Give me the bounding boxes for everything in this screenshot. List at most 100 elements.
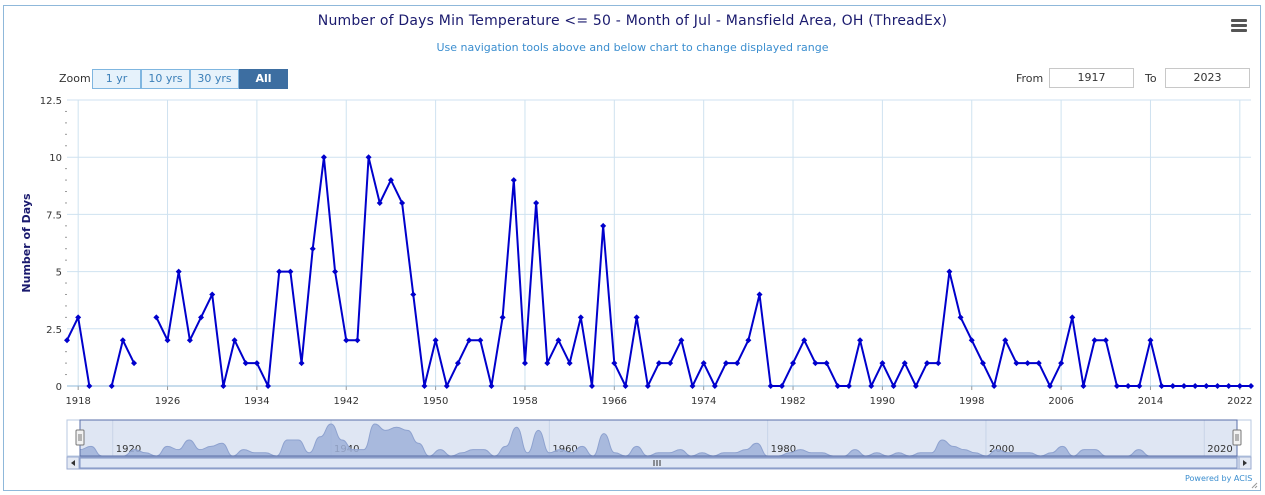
scrollbar-right-arrow-button[interactable] bbox=[1238, 456, 1252, 470]
data-point-marker bbox=[1203, 383, 1210, 389]
data-point-marker bbox=[108, 383, 115, 389]
data-point-marker bbox=[667, 360, 674, 367]
from-date-input[interactable]: 1917 bbox=[1049, 68, 1134, 88]
data-point-marker bbox=[767, 383, 774, 389]
data-point-marker bbox=[555, 337, 562, 344]
x-tick-label: 1950 bbox=[423, 396, 448, 407]
scrollbar-thumb[interactable] bbox=[79, 457, 1238, 469]
data-point-marker bbox=[912, 383, 919, 389]
x-tick-label: 1998 bbox=[959, 396, 984, 407]
zoom-label: Zoom bbox=[59, 72, 91, 85]
data-point-marker bbox=[1158, 383, 1165, 389]
data-point-marker bbox=[834, 383, 841, 389]
data-point-marker bbox=[924, 360, 931, 367]
data-point-marker bbox=[1147, 337, 1154, 344]
y-tick-label: 10 bbox=[49, 153, 62, 164]
data-point-marker bbox=[119, 337, 126, 344]
navigator-tick-label: 1920 bbox=[116, 444, 141, 455]
data-point-marker bbox=[1013, 360, 1020, 367]
data-point-marker bbox=[588, 383, 595, 389]
data-point-marker bbox=[689, 383, 696, 389]
data-point-marker bbox=[723, 360, 730, 367]
to-date-input[interactable]: 2023 bbox=[1165, 68, 1250, 88]
data-point-marker bbox=[901, 360, 908, 367]
data-point-marker bbox=[298, 360, 305, 367]
chart-subtitle: Use navigation tools above and below cha… bbox=[436, 41, 829, 54]
x-tick-label: 1926 bbox=[155, 396, 180, 407]
data-point-marker bbox=[533, 199, 540, 206]
y-tick-label: 5 bbox=[56, 268, 62, 279]
data-point-marker bbox=[1080, 383, 1087, 389]
data-point-marker bbox=[890, 383, 897, 389]
x-tick-label: 2006 bbox=[1048, 396, 1073, 407]
data-point-marker bbox=[1058, 360, 1065, 367]
data-point-marker bbox=[1125, 383, 1132, 389]
handle-body bbox=[75, 429, 85, 446]
navigator-right-handle[interactable] bbox=[1232, 429, 1242, 446]
x-tick-label: 1982 bbox=[780, 396, 805, 407]
y-axis-title: Number of Days bbox=[20, 193, 33, 293]
data-point-marker bbox=[734, 360, 741, 367]
data-point-marker bbox=[1169, 383, 1176, 389]
navigator-left-handle[interactable] bbox=[75, 429, 85, 446]
data-point-marker bbox=[175, 268, 182, 275]
data-point-marker bbox=[633, 314, 640, 321]
data-point-marker bbox=[644, 383, 651, 389]
data-point-marker bbox=[387, 177, 394, 184]
x-tick-label: 2014 bbox=[1138, 396, 1163, 407]
data-point-marker bbox=[64, 337, 70, 344]
data-point-marker bbox=[86, 383, 93, 389]
data-point-marker bbox=[209, 291, 216, 298]
data-point-marker bbox=[544, 360, 551, 367]
data-point-marker bbox=[823, 360, 830, 367]
data-point-marker bbox=[320, 154, 327, 161]
x-tick-label: 1934 bbox=[244, 396, 269, 407]
data-point-marker bbox=[354, 337, 361, 344]
data-point-marker bbox=[801, 337, 808, 344]
data-point-marker bbox=[1069, 314, 1076, 321]
data-point-marker bbox=[979, 360, 986, 367]
zoom-10yrs-button[interactable]: 10 yrs bbox=[141, 69, 190, 89]
y-tick-label: 12.5 bbox=[40, 96, 62, 107]
zoom-30yrs-button[interactable]: 30 yrs bbox=[190, 69, 239, 89]
chevron-right-icon bbox=[1243, 460, 1247, 466]
data-point-marker bbox=[935, 360, 942, 367]
scrollbar-left-arrow-button[interactable] bbox=[66, 456, 80, 470]
x-tick-label: 1966 bbox=[602, 396, 627, 407]
resize-corner-icon bbox=[1251, 482, 1258, 489]
data-point-marker bbox=[131, 360, 138, 367]
data-point-marker bbox=[868, 383, 875, 389]
data-point-marker bbox=[957, 314, 964, 321]
navigator-tick-label: 1960 bbox=[552, 444, 577, 455]
y-tick-label: 0 bbox=[56, 382, 62, 393]
data-point-marker bbox=[253, 360, 260, 367]
data-point-marker bbox=[287, 268, 294, 275]
data-point-marker bbox=[611, 360, 618, 367]
data-point-marker bbox=[711, 383, 718, 389]
zoom-all-button[interactable]: All bbox=[239, 69, 288, 89]
data-point-marker bbox=[700, 360, 707, 367]
data-point-marker bbox=[499, 314, 506, 321]
powered-by-link[interactable]: Powered by ACIS bbox=[1185, 474, 1253, 483]
data-point-marker bbox=[778, 383, 785, 389]
navigator-series-area bbox=[79, 423, 1237, 457]
data-point-marker bbox=[376, 199, 383, 206]
data-point-marker bbox=[1024, 360, 1031, 367]
y-tick-label: 7.5 bbox=[46, 210, 62, 221]
hamburger-menu-icon[interactable] bbox=[1231, 19, 1247, 33]
data-point-marker bbox=[577, 314, 584, 321]
navigator-tick-label: 2000 bbox=[989, 444, 1014, 455]
chart-title: Number of Days Min Temperature <= 50 - M… bbox=[317, 13, 948, 29]
chevron-left-icon bbox=[71, 460, 75, 466]
data-point-marker bbox=[488, 383, 495, 389]
data-point-marker bbox=[812, 360, 819, 367]
data-point-marker bbox=[1002, 337, 1009, 344]
data-point-marker bbox=[1113, 383, 1120, 389]
navigator-selection-mask bbox=[80, 420, 1237, 456]
zoom-1yr-button[interactable]: 1 yr bbox=[92, 69, 141, 89]
data-point-marker bbox=[1091, 337, 1098, 344]
x-tick-label: 1958 bbox=[512, 396, 537, 407]
data-point-marker bbox=[1035, 360, 1042, 367]
data-point-marker bbox=[432, 337, 439, 344]
